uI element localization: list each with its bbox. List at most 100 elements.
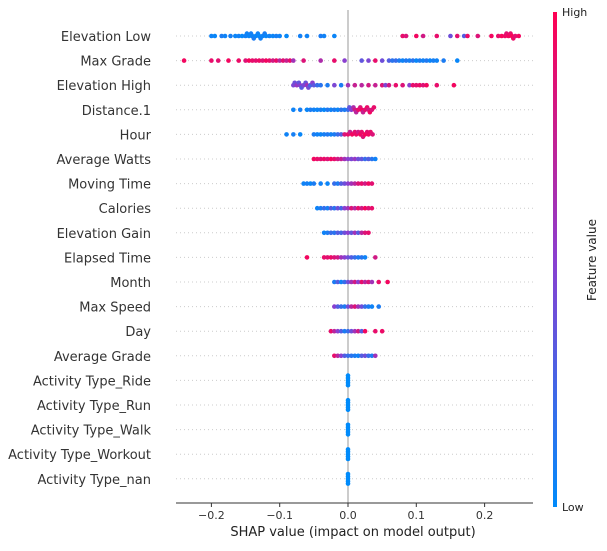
shap-point [345, 82, 351, 88]
shap-point [355, 156, 361, 162]
shap-point [270, 58, 276, 63]
feature-label: Calories [99, 202, 152, 217]
shap-point [342, 205, 347, 211]
shap-point [366, 181, 371, 186]
shap-point [369, 304, 375, 309]
shap-point [366, 58, 371, 63]
feature-label: Elevation Low [61, 30, 151, 45]
feature-label: Activity Type_Ride [33, 374, 151, 389]
shap-point [335, 255, 341, 260]
shap-point [332, 33, 337, 39]
shap-point [373, 58, 378, 63]
x-axis: −0.2 −0.1 0.0 0.1 0.2 [176, 502, 533, 522]
colorbar-gradient [553, 12, 557, 507]
shap-point [335, 353, 341, 359]
shap-point [385, 279, 390, 285]
shap-point [342, 181, 347, 186]
shap-point [318, 156, 323, 162]
feature-label: Activity Type_Run [37, 399, 151, 414]
beeswarm-points [181, 31, 522, 486]
shap-point [332, 58, 337, 63]
shap-point [376, 304, 382, 309]
shap-point [228, 33, 233, 39]
shap-point [256, 58, 262, 63]
shap-point [273, 33, 279, 39]
colorbar: High Low Feature value [553, 6, 599, 514]
shap-point [250, 58, 255, 63]
shap-point [359, 181, 364, 186]
shap-point [366, 353, 371, 359]
shap-point [362, 279, 368, 285]
shap-point [393, 82, 399, 88]
shap-point [311, 132, 317, 137]
shap-point [414, 58, 419, 63]
shap-point [390, 58, 395, 63]
shap-point [321, 205, 327, 211]
shap-point [434, 58, 440, 63]
shap-point [236, 33, 242, 39]
shap-point [304, 33, 310, 39]
shap-point [263, 33, 269, 39]
shap-point [304, 107, 310, 113]
shap-point [318, 181, 323, 186]
shap-point [332, 205, 337, 211]
shap-point [209, 58, 214, 63]
shap-point [362, 230, 368, 236]
shap-point [345, 279, 351, 285]
shap-point [342, 304, 347, 309]
shap-point [311, 156, 317, 162]
shap-point [332, 255, 337, 260]
shap-point [366, 205, 371, 211]
colorbar-low-label: Low [562, 501, 584, 514]
shap-point [335, 328, 341, 334]
shap-point [345, 181, 351, 186]
shap-point [448, 33, 453, 39]
shap-point [328, 156, 334, 162]
shap-point [400, 58, 405, 63]
shap-point [345, 456, 351, 462]
shap-point [369, 205, 375, 211]
x-tick-label: 0.0 [339, 509, 357, 522]
shap-point [277, 33, 283, 39]
x-tick-label: −0.2 [198, 509, 225, 522]
shap-point [362, 328, 368, 334]
shap-point [243, 58, 248, 63]
shap-point [328, 255, 334, 260]
shap-point [345, 447, 351, 452]
shap-point [349, 255, 354, 260]
shap-point [318, 33, 323, 39]
feature-label: Day [125, 325, 151, 340]
shap-point [328, 132, 334, 137]
shap-point [371, 105, 377, 110]
shap-point [345, 373, 351, 378]
shap-point [311, 107, 317, 113]
shap-point [209, 33, 214, 39]
shap-point [332, 82, 337, 88]
shap-point [352, 353, 358, 359]
shap-point [325, 230, 330, 236]
shap-point [342, 107, 347, 113]
shap-point [338, 353, 344, 359]
shap-point [345, 230, 351, 236]
shap-point [321, 156, 327, 162]
shap-point [338, 328, 344, 334]
shap-point [332, 304, 337, 309]
shap-point [342, 353, 347, 359]
shap-point [332, 279, 337, 285]
shap-point [253, 58, 259, 63]
shap-point [291, 58, 296, 63]
shap-point [355, 230, 361, 236]
shap-point [338, 205, 344, 211]
shap-point [332, 107, 337, 113]
shap-point [335, 181, 341, 186]
shap-point [345, 255, 351, 260]
shap-point [345, 432, 351, 437]
shap-point [318, 205, 323, 211]
shap-point [362, 304, 368, 309]
shap-point [314, 107, 320, 113]
shap-point [325, 156, 330, 162]
shap-point [345, 353, 351, 359]
shap-point [355, 328, 361, 334]
shap-point [332, 230, 337, 236]
feature-label: Max Speed [79, 301, 151, 316]
